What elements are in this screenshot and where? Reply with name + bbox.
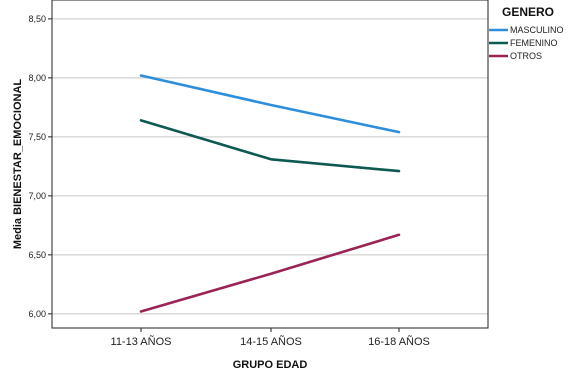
plot-frame: [52, 0, 488, 328]
x-axis-title: GRUPO EDAD: [233, 359, 308, 371]
y-tick-label: 8,00: [28, 73, 46, 83]
y-tick-label: 8,50: [28, 14, 46, 24]
y-tick-label: 7,00: [28, 191, 46, 201]
x-tick-label: 11-13 AÑOS: [111, 335, 172, 348]
legend-title: GENERO: [502, 5, 554, 19]
grid-lines: [52, 19, 488, 314]
legend-label: MASCULINO: [510, 25, 564, 35]
legend: GENERO MASCULINO FEMENINO OTROS: [489, 5, 564, 61]
series-line-otros: [141, 235, 399, 312]
legend-items: MASCULINO FEMENINO OTROS: [489, 25, 564, 61]
x-tick-labels: 11-13 AÑOS 14-15 AÑOS 16-18 AÑOS: [111, 328, 430, 348]
y-tick-label: 7,50: [28, 132, 46, 142]
series-line-masculino: [141, 76, 399, 133]
y-tick-labels: 6,00 6,50 7,00 7,50 8,00 8,50: [28, 14, 52, 319]
y-axis-title: Media BIENESTAR_EMOCIONAL: [12, 79, 24, 250]
legend-label: FEMENINO: [510, 38, 558, 48]
legend-item-masculino: MASCULINO: [489, 25, 564, 35]
legend-label: OTROS: [510, 51, 542, 61]
series-line-femenino: [141, 120, 399, 171]
legend-item-femenino: FEMENINO: [489, 38, 558, 48]
x-tick-label: 14-15 AÑOS: [240, 335, 302, 348]
x-tick-label: 16-18 AÑOS: [368, 335, 430, 348]
y-tick-label: 6,50: [28, 250, 46, 260]
legend-item-otros: OTROS: [489, 51, 542, 61]
y-tick-label: 6,00: [28, 309, 46, 319]
series-lines: [141, 76, 399, 312]
